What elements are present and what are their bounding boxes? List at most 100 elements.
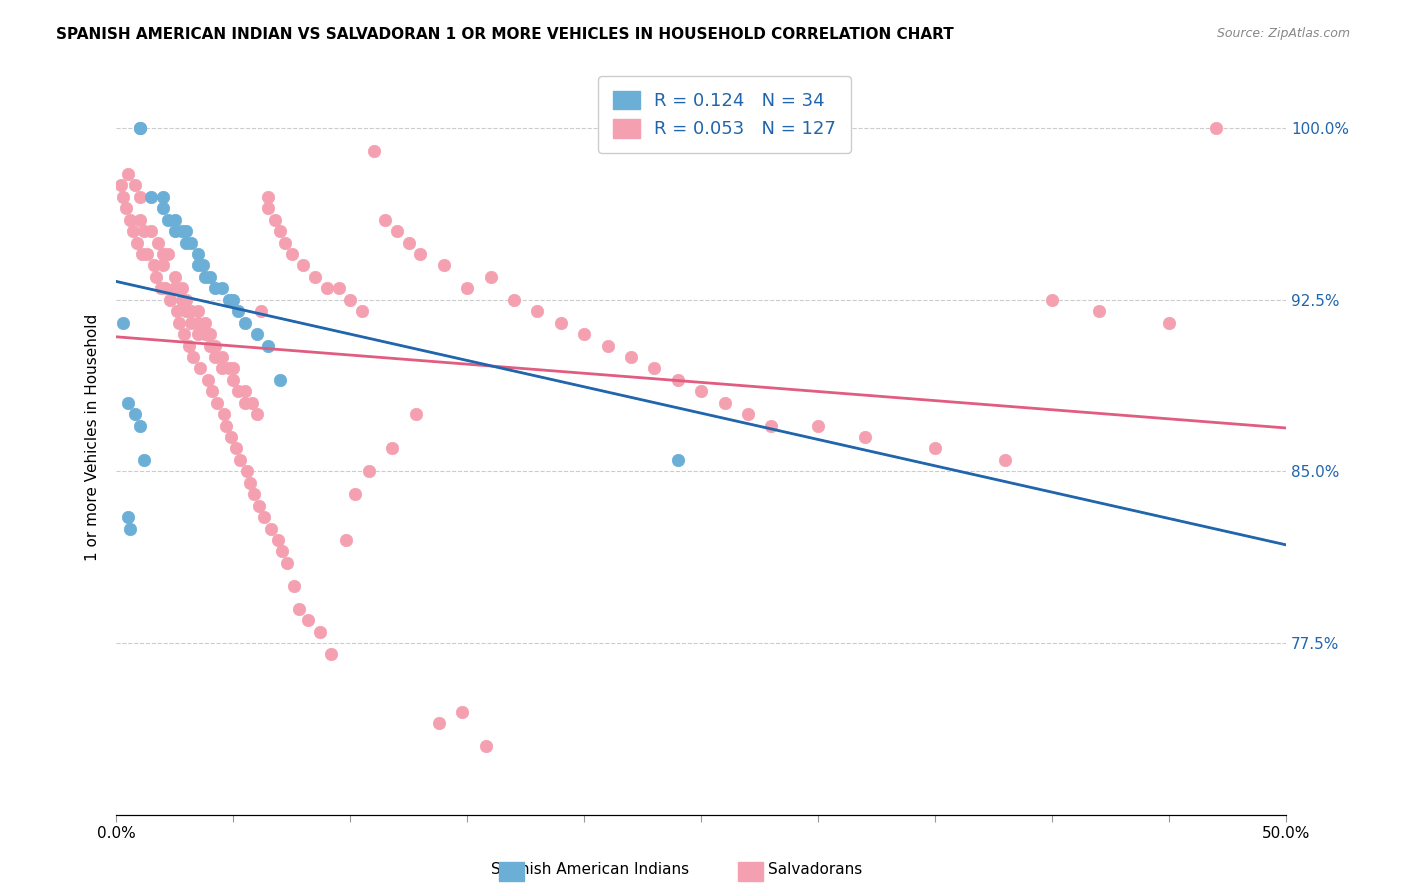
Point bbox=[357, 464, 380, 478]
Point bbox=[163, 212, 186, 227]
Point bbox=[170, 224, 193, 238]
Point bbox=[127, 235, 149, 250]
Point bbox=[170, 293, 193, 307]
Point bbox=[479, 269, 502, 284]
Point bbox=[761, 418, 783, 433]
Point bbox=[222, 373, 245, 387]
Point bbox=[385, 224, 408, 238]
Point bbox=[152, 190, 174, 204]
Point bbox=[807, 418, 830, 433]
Point bbox=[159, 293, 181, 307]
Point bbox=[280, 247, 302, 261]
Point bbox=[187, 327, 209, 342]
Point bbox=[271, 544, 294, 558]
Point bbox=[180, 316, 202, 330]
Point bbox=[233, 384, 256, 399]
Point bbox=[173, 327, 195, 342]
Point bbox=[149, 281, 172, 295]
Point bbox=[226, 384, 249, 399]
Point bbox=[187, 304, 209, 318]
Point bbox=[180, 304, 202, 318]
Point bbox=[169, 316, 191, 330]
Point bbox=[120, 522, 142, 536]
Point bbox=[350, 304, 373, 318]
Point bbox=[155, 281, 177, 295]
Point bbox=[321, 648, 343, 662]
Point bbox=[201, 384, 224, 399]
Point bbox=[287, 601, 309, 615]
Point bbox=[374, 212, 396, 227]
Point bbox=[343, 487, 366, 501]
Point bbox=[239, 475, 262, 490]
Point bbox=[666, 453, 689, 467]
Point bbox=[308, 624, 330, 639]
Point bbox=[229, 453, 252, 467]
Point bbox=[187, 247, 209, 261]
Point bbox=[131, 247, 153, 261]
Point bbox=[152, 247, 174, 261]
Point bbox=[124, 178, 146, 193]
Point bbox=[409, 247, 432, 261]
Point bbox=[247, 499, 270, 513]
Text: Source: ZipAtlas.com: Source: ZipAtlas.com bbox=[1216, 27, 1350, 40]
Point bbox=[117, 396, 139, 410]
Point bbox=[236, 464, 259, 478]
Point bbox=[128, 190, 150, 204]
Point bbox=[163, 269, 186, 284]
Point bbox=[204, 281, 226, 295]
Point bbox=[853, 430, 876, 444]
Point bbox=[134, 453, 156, 467]
Point bbox=[156, 212, 179, 227]
Point bbox=[152, 202, 174, 216]
Point bbox=[215, 418, 238, 433]
Point bbox=[225, 442, 247, 456]
Point bbox=[152, 259, 174, 273]
Point bbox=[187, 316, 209, 330]
Point bbox=[211, 281, 233, 295]
Point bbox=[526, 304, 548, 318]
Point bbox=[124, 407, 146, 421]
Point bbox=[222, 293, 245, 307]
Point bbox=[328, 281, 350, 295]
Point bbox=[128, 121, 150, 136]
Point bbox=[257, 338, 280, 352]
Point bbox=[666, 373, 689, 387]
Point bbox=[924, 442, 946, 456]
Point bbox=[339, 293, 361, 307]
Point bbox=[176, 293, 198, 307]
Point bbox=[267, 533, 290, 547]
Text: SPANISH AMERICAN INDIAN VS SALVADORAN 1 OR MORE VEHICLES IN HOUSEHOLD CORRELATIO: SPANISH AMERICAN INDIAN VS SALVADORAN 1 … bbox=[56, 27, 955, 42]
Point bbox=[226, 304, 249, 318]
Point bbox=[276, 556, 298, 570]
Point bbox=[269, 224, 291, 238]
Point bbox=[264, 212, 287, 227]
Point bbox=[117, 167, 139, 181]
Point bbox=[572, 327, 595, 342]
Point bbox=[257, 190, 280, 204]
Point bbox=[260, 522, 283, 536]
Point bbox=[503, 293, 526, 307]
Point bbox=[315, 281, 337, 295]
Point bbox=[194, 269, 217, 284]
Point bbox=[141, 190, 163, 204]
Point bbox=[475, 739, 498, 753]
Point bbox=[211, 350, 233, 364]
Point bbox=[218, 361, 240, 376]
Point bbox=[197, 373, 219, 387]
Point bbox=[250, 304, 273, 318]
Point bbox=[141, 224, 163, 238]
Point bbox=[1040, 293, 1063, 307]
Point bbox=[1205, 121, 1227, 136]
Point bbox=[117, 510, 139, 524]
Point bbox=[713, 396, 735, 410]
Point bbox=[240, 396, 263, 410]
Point bbox=[128, 418, 150, 433]
Point bbox=[273, 235, 295, 250]
Point bbox=[112, 190, 135, 204]
Point bbox=[128, 121, 150, 136]
Point bbox=[243, 487, 266, 501]
Point bbox=[335, 533, 357, 547]
Legend: R = 0.124   N = 34, R = 0.053   N = 127: R = 0.124 N = 34, R = 0.053 N = 127 bbox=[599, 76, 851, 153]
Point bbox=[219, 430, 242, 444]
Point bbox=[550, 316, 572, 330]
